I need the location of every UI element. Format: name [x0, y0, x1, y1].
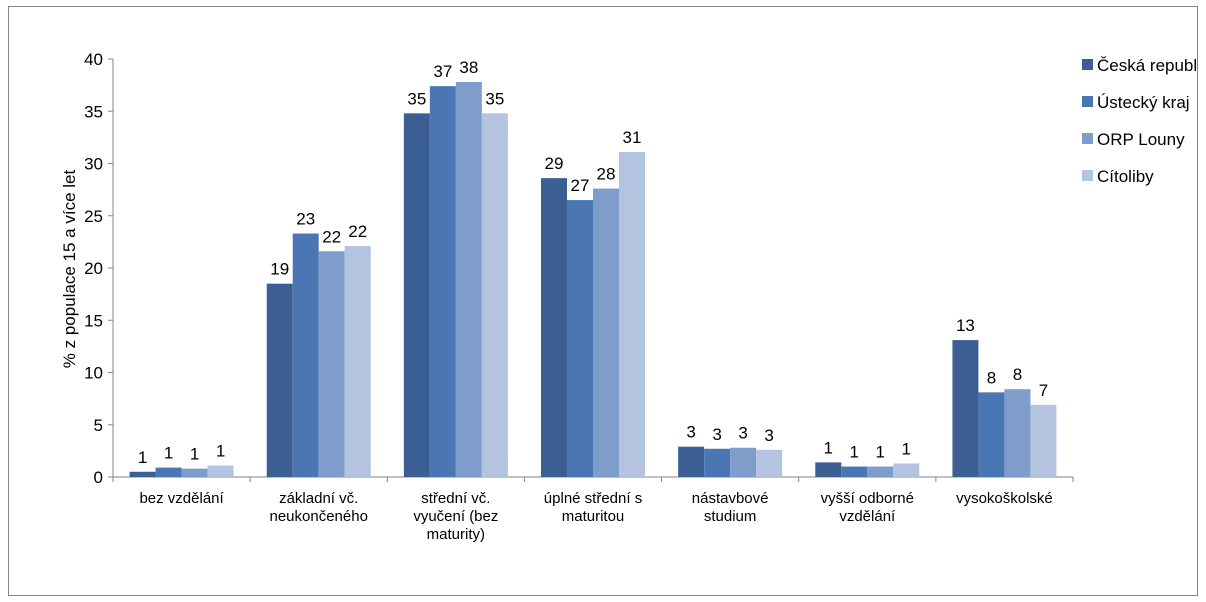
category-label-line: vyšší odborné — [821, 490, 914, 507]
bar — [292, 233, 319, 477]
data-label: 1 — [138, 448, 147, 467]
data-label: 37 — [433, 62, 452, 81]
category-label: nástavbové studium — [692, 490, 769, 525]
category-label-line: nástavbové — [692, 490, 769, 507]
bar — [704, 448, 731, 477]
category-label: základní vč. neukončeného — [269, 490, 367, 525]
bar — [318, 251, 345, 477]
y-tick-label: 10 — [84, 364, 103, 383]
category-label: vysokoškolské — [956, 490, 1053, 507]
data-label: 1 — [216, 442, 225, 461]
data-label: 1 — [190, 445, 199, 464]
legend-swatch — [1082, 96, 1093, 107]
data-label: 8 — [1013, 365, 1022, 384]
data-label: 28 — [597, 165, 616, 184]
bar — [978, 392, 1005, 477]
bar — [730, 447, 757, 477]
bar — [1030, 404, 1057, 477]
data-label: 35 — [485, 89, 504, 108]
y-tick-label: 30 — [84, 155, 103, 174]
category-label-line: střední vč. — [421, 490, 490, 507]
y-tick-label: 0 — [94, 468, 103, 487]
data-label: 1 — [876, 443, 885, 462]
y-tick-label: 5 — [94, 416, 103, 435]
category-label-line: neukončeného — [269, 508, 367, 525]
bar — [893, 463, 920, 477]
category-label-line: bez vzdělání — [139, 490, 224, 507]
bar — [155, 467, 182, 477]
data-label: 1 — [824, 438, 833, 457]
legend-swatch — [1082, 170, 1093, 181]
data-label: 38 — [459, 58, 478, 77]
category-label-line: vyučení (bez — [413, 508, 498, 525]
data-label: 23 — [296, 210, 315, 229]
data-label: 35 — [407, 89, 426, 108]
data-label: 3 — [712, 425, 721, 444]
bar — [403, 113, 430, 477]
bar — [1004, 389, 1031, 477]
bar — [455, 81, 482, 478]
y-tick-label: 15 — [84, 311, 103, 330]
bar-chart: % z populace 15 a více let 0 5 10 15 20 25 30 3… — [60, 50, 1197, 543]
legend: Česká republika Ústecký kraj ORP Louny Cíto… — [1082, 56, 1197, 186]
data-label: 8 — [987, 368, 996, 387]
bar — [344, 246, 371, 477]
data-label: 19 — [270, 260, 289, 279]
category-label-line: základní vč. — [279, 490, 358, 507]
data-label: 3 — [686, 423, 695, 442]
category-label-line: maturitou — [562, 508, 625, 525]
bar — [952, 340, 979, 477]
data-label: 29 — [545, 154, 564, 173]
data-label: 22 — [348, 222, 367, 241]
bar — [867, 466, 894, 477]
bar — [266, 283, 293, 477]
bar — [567, 200, 593, 477]
bar — [619, 152, 645, 477]
category-label: úplné střední s maturitou — [544, 490, 642, 525]
bar — [129, 471, 156, 477]
category-label-line: maturity) — [427, 526, 485, 543]
legend-label: Česká republika — [1097, 56, 1197, 75]
legend-label: Ústecký kraj — [1097, 93, 1190, 112]
data-label: 1 — [902, 439, 911, 458]
data-label: 27 — [571, 176, 590, 195]
data-label: 1 — [164, 444, 173, 463]
data-label: 1 — [850, 443, 859, 462]
category-label: vyšší odborné vzdělání — [821, 490, 914, 525]
data-label: 7 — [1039, 381, 1048, 400]
bar — [815, 462, 842, 477]
bar — [593, 188, 619, 477]
legend-swatch — [1082, 59, 1093, 70]
bar — [756, 449, 783, 477]
chart-frame: % z populace 15 a více let 0 5 10 15 20 25 30 3… — [8, 6, 1198, 596]
data-label: 13 — [956, 316, 975, 335]
bar — [429, 86, 456, 478]
y-tick-label: 40 — [84, 50, 103, 69]
y-tick-label: 35 — [84, 102, 103, 121]
bar — [541, 178, 567, 477]
data-label: 31 — [623, 128, 642, 147]
y-tick-label: 25 — [84, 207, 103, 226]
bar — [481, 113, 508, 477]
data-label: 22 — [322, 227, 341, 246]
data-label: 3 — [738, 424, 747, 443]
legend-swatch — [1082, 133, 1093, 144]
category-label-line: vysokoškolské — [956, 490, 1053, 507]
category-label-line: studium — [704, 508, 757, 525]
bar — [181, 468, 208, 477]
y-tick-label: 20 — [84, 259, 103, 278]
legend-label: ORP Louny — [1097, 130, 1185, 149]
y-axis-title: % z populace 15 a více let — [60, 170, 79, 369]
data-label: 3 — [764, 426, 773, 445]
category-label: střední vč. vyučení (bez maturity) — [413, 490, 498, 543]
bar — [207, 465, 234, 477]
legend-label: Cítoliby — [1097, 167, 1154, 186]
bar — [841, 466, 868, 477]
category-label-line: úplné střední s — [544, 490, 642, 507]
category-label-line: vzdělání — [839, 508, 896, 525]
category-label: bez vzdělání — [139, 490, 224, 507]
bar — [678, 446, 705, 477]
